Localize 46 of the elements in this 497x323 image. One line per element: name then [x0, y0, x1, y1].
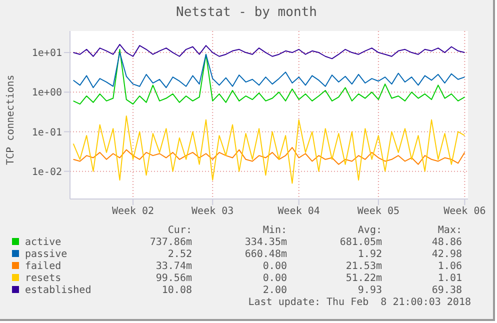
y-tick-label: 1e-01: [32, 127, 62, 138]
text: 0.00: [262, 261, 287, 273]
legend-label: established: [24, 285, 92, 297]
x-tick-label: Week 03: [192, 206, 234, 218]
x-tick-label: Week 02: [112, 206, 154, 218]
legend-label: active: [24, 237, 62, 249]
x-tick-label: Week 04: [278, 206, 320, 218]
text: Avg:: [356, 225, 382, 237]
text: 51.22m: [344, 273, 382, 285]
legend-label: resets: [24, 273, 62, 285]
text: 21.53m: [344, 261, 382, 273]
text: 0.00: [262, 273, 287, 285]
text: 1.06: [436, 261, 462, 273]
y-tick-label: 1e-02: [32, 166, 62, 178]
y-tick-label: 1e+00: [32, 88, 62, 99]
text: 99.56m: [154, 273, 192, 285]
legend-label: passive: [24, 249, 68, 261]
text: 48.86: [430, 237, 462, 249]
text: 42.98: [430, 249, 462, 261]
y-tick-label: 1e+01: [32, 48, 62, 60]
text: Last update: Thu Feb 8 21:00:03 2018: [247, 297, 471, 309]
legend-label: failed: [24, 261, 62, 273]
line-series: [72, 48, 466, 105]
text: 660.48m: [244, 249, 287, 261]
line-series: [72, 115, 466, 184]
line-series: [72, 52, 466, 88]
text: 2.00: [262, 285, 287, 297]
chart-title: Netstat - by month: [175, 4, 318, 22]
text: 334.35m: [244, 237, 287, 249]
x-tick-label: Week 05: [357, 206, 400, 218]
text: 2.52: [166, 249, 192, 261]
text: 10.08: [160, 285, 192, 297]
y-axis-title: TCP connections: [6, 74, 17, 165]
line-series: [72, 44, 466, 60]
text: 33.74m: [154, 261, 192, 273]
text: 9.93: [356, 285, 382, 297]
text: Cur:: [166, 225, 192, 237]
line-series: [72, 146, 466, 165]
text: 69.38: [430, 285, 462, 297]
text: 681.05m: [338, 237, 382, 249]
text: 737.86m: [148, 237, 192, 249]
text: 1.92: [356, 249, 382, 261]
x-tick-label: Week 06: [444, 206, 486, 218]
text: Min:: [262, 225, 287, 237]
text: Max:: [436, 225, 462, 237]
text: 1.01: [436, 273, 462, 285]
